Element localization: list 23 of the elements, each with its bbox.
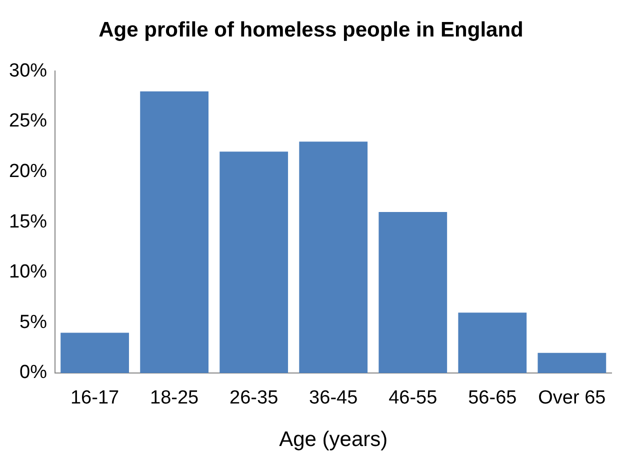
y-tick-label: 20% (8, 161, 48, 182)
y-tick-label: 0% (20, 362, 48, 384)
y-tick-label: 5% (20, 312, 48, 333)
x-tick-label: Over 65 (538, 388, 606, 409)
y-tick-label: 10% (8, 262, 48, 283)
x-tick-label: 36-45 (309, 388, 358, 409)
bar (220, 152, 288, 373)
chart-title: Age profile of homeless people in England (98, 18, 524, 42)
x-tick-label: 16-17 (70, 388, 120, 409)
bar (458, 312, 527, 373)
y-tick-label: 30% (8, 60, 48, 82)
bar (299, 142, 368, 373)
x-tick-label: 56-65 (468, 388, 517, 409)
x-tick-label: 26-35 (230, 388, 278, 409)
bar (140, 91, 209, 373)
x-tick-label: 46-55 (388, 388, 438, 409)
bar (538, 352, 606, 373)
bar (378, 212, 448, 373)
x-tick-label: 18-25 (150, 388, 199, 409)
bar (60, 332, 129, 373)
x-axis-title: Age (years) (279, 428, 388, 452)
y-tick-label: 25% (8, 110, 48, 132)
y-tick-label: 15% (8, 211, 48, 232)
